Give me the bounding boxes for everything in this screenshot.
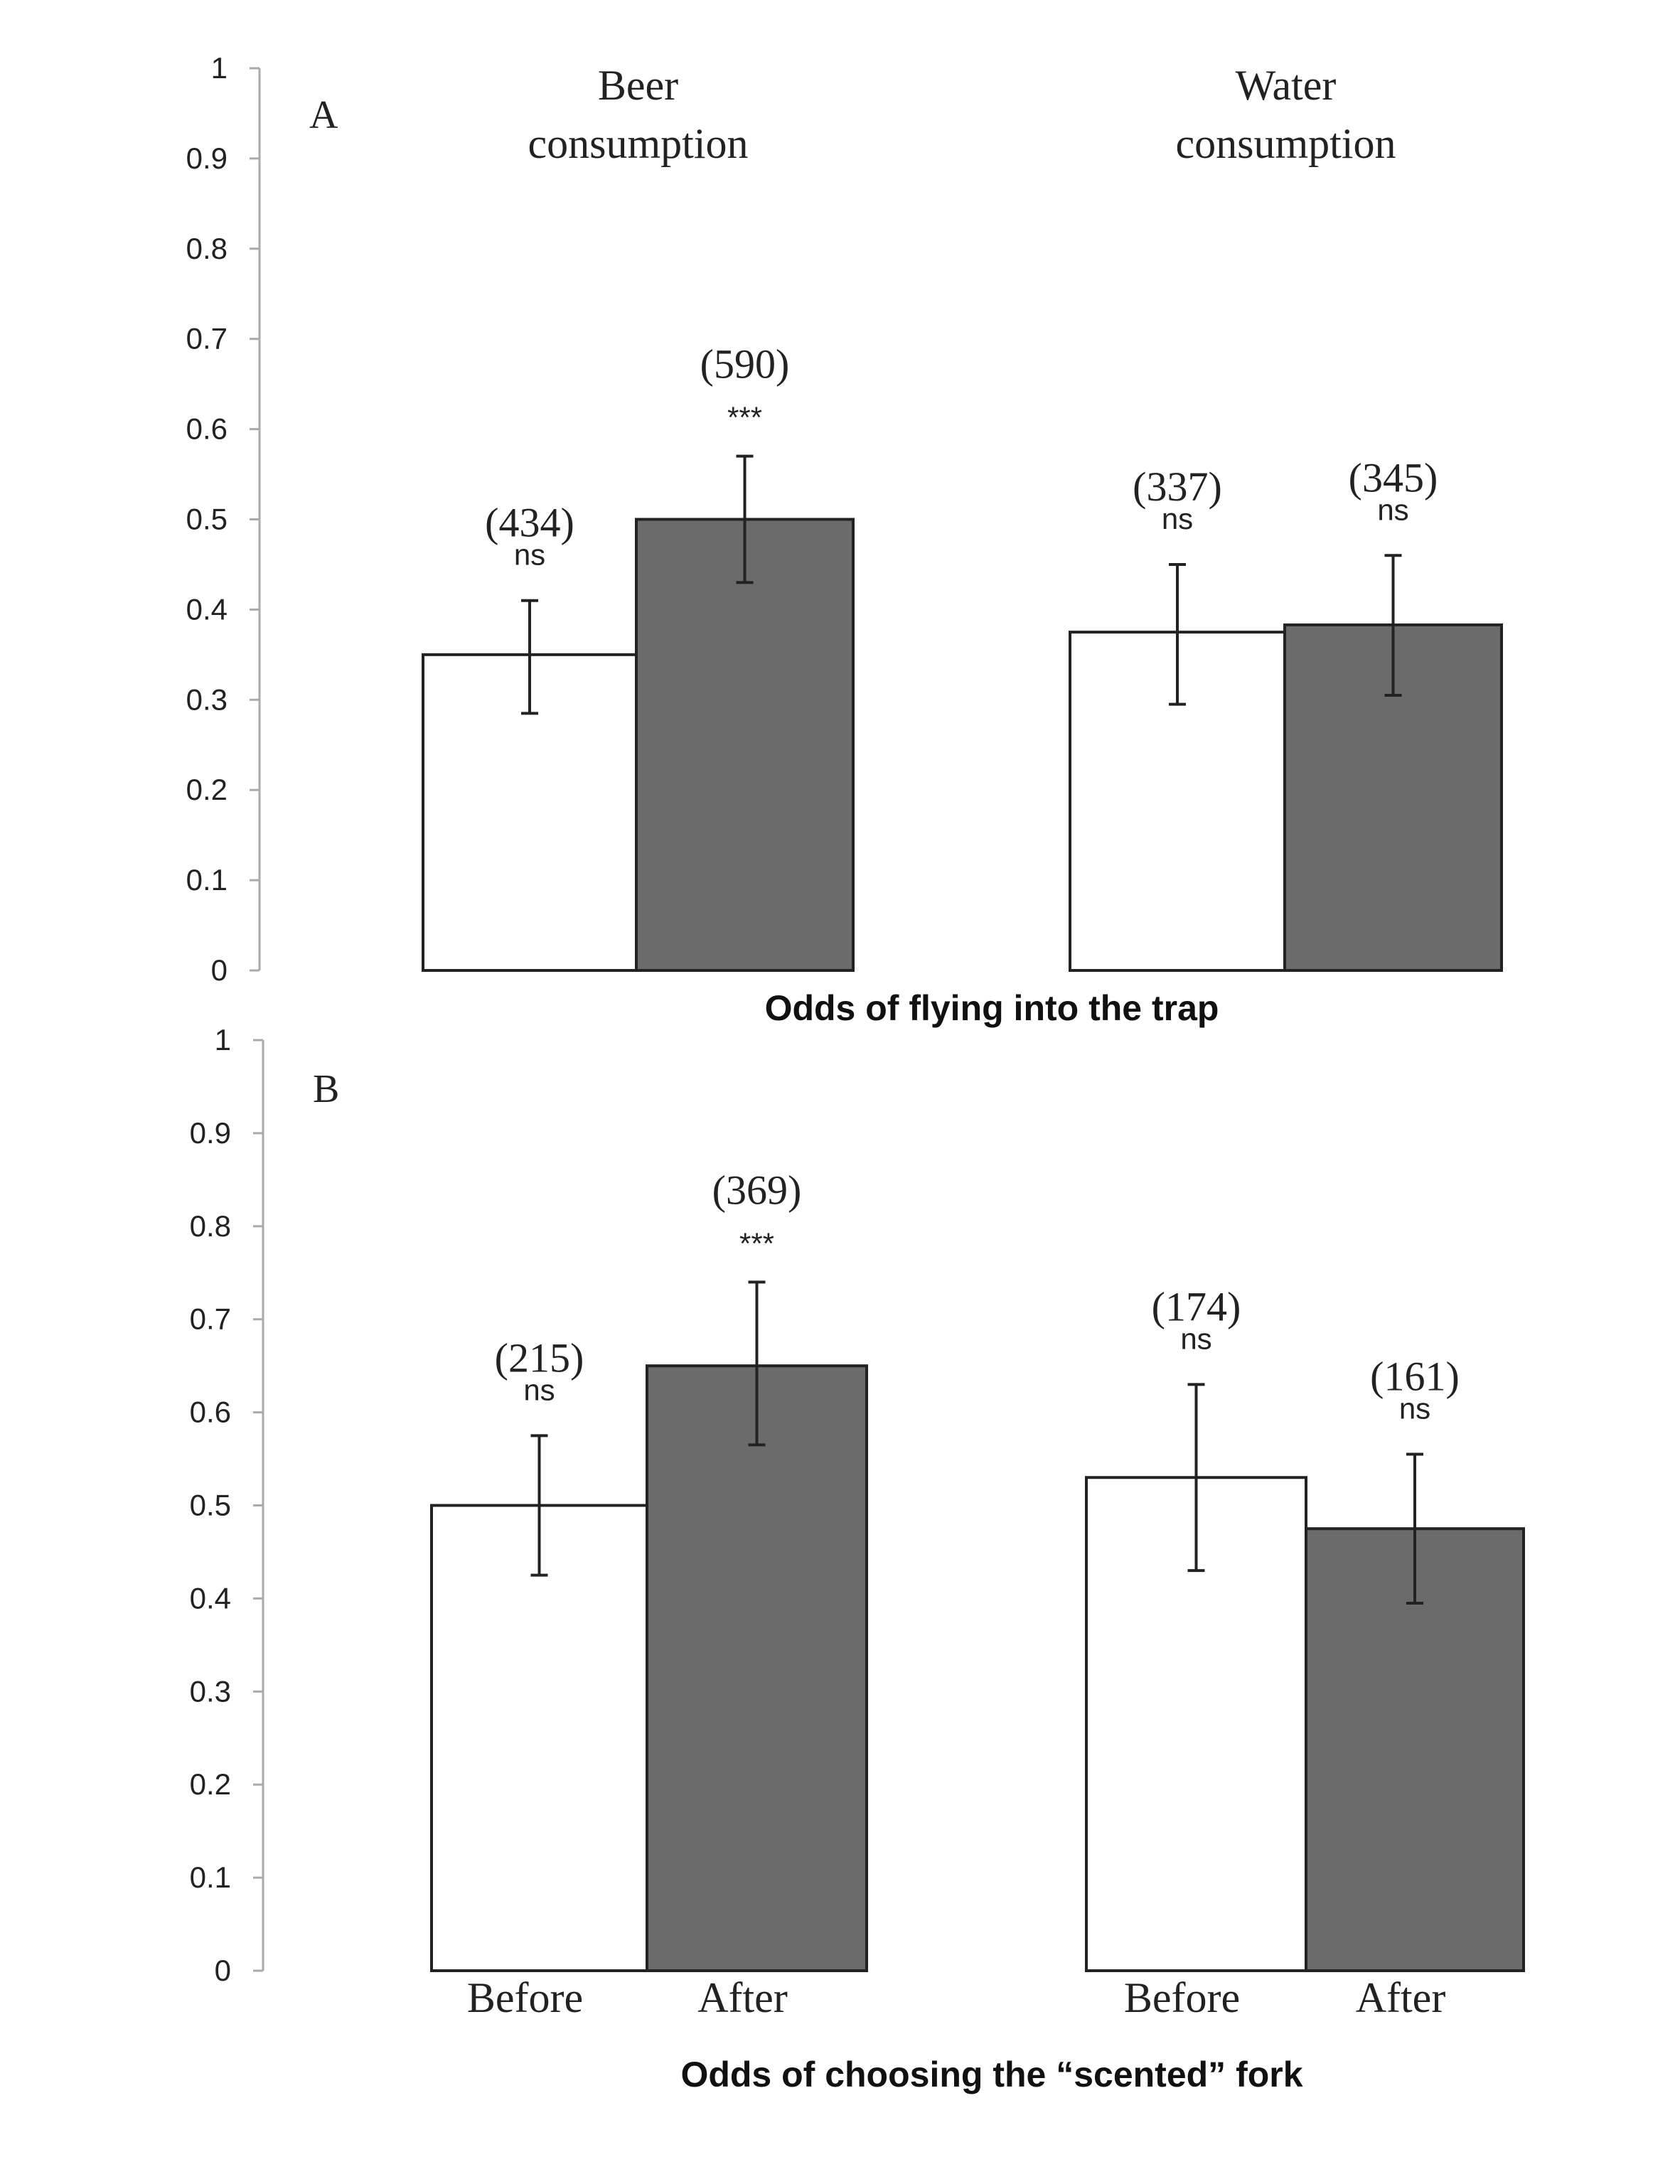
y-tick-label: 0.9 [190,1116,231,1150]
x-category-label: Before [1124,1974,1240,2021]
sample-size-label: (434) [485,500,574,546]
y-tick-label: 0.8 [190,1209,231,1243]
y-tick-label: 0.6 [190,1396,231,1429]
y-tick-label: 0.3 [186,682,228,716]
sample-size-label: (345) [1349,454,1438,500]
panel-label: B [313,1067,339,1111]
significance-label: ns [1180,1322,1211,1355]
y-tick-label: 0.3 [190,1674,231,1708]
sample-size-label: (369) [712,1167,802,1213]
y-tick-label: 0.8 [186,232,228,265]
y-tick-label: 0.5 [190,1489,231,1522]
y-tick-label: 0.2 [190,1767,231,1801]
panel-label: A [309,93,338,137]
x-axis-title: Odds of choosing the “scented” fork [680,2055,1302,2094]
sample-size-label: (590) [700,341,790,387]
y-tick-label: 0.4 [190,1581,231,1615]
y-tick-label: 0.4 [186,592,228,626]
y-tick-label: 1 [215,1023,231,1056]
x-category-label: After [697,1974,788,2021]
bar-after [635,518,855,972]
group-title: Beer [598,62,678,109]
y-tick-label: 0.5 [186,503,228,536]
sample-size-label: (337) [1133,464,1222,510]
y-tick-label: 0.1 [186,863,228,896]
group-title: consumption [528,120,749,167]
bar-before [430,1504,648,1972]
group-title: consumption [1176,120,1396,167]
x-category-label: Before [467,1974,583,2021]
y-tick-label: 0.1 [190,1861,231,1894]
significance-label: *** [727,401,762,434]
y-tick-label: 1 [211,51,228,85]
significance-label: ns [514,538,545,572]
group-title: Water [1236,62,1337,109]
sample-size-label: (215) [495,1334,584,1381]
significance-label: ns [1377,493,1408,526]
y-tick-label: 0.7 [190,1302,231,1336]
significance-label: ns [1399,1392,1430,1425]
x-axis-title: Odds of flying into the trap [765,988,1219,1028]
y-tick-label: 0 [211,953,228,987]
sample-size-label: (174) [1152,1283,1241,1329]
y-tick-label: 0.9 [186,141,228,175]
y-tick-label: 0.6 [186,412,228,446]
significance-label: ns [1162,502,1193,535]
significance-label: *** [739,1226,774,1260]
y-tick-label: 0.2 [186,773,228,806]
y-tick-label: 0.7 [186,322,228,355]
sample-size-label: (161) [1370,1354,1460,1400]
y-tick-label: 0 [215,1954,231,1987]
x-category-label: After [1356,1974,1446,2021]
bar-after [646,1364,868,1972]
significance-label: ns [523,1373,555,1406]
